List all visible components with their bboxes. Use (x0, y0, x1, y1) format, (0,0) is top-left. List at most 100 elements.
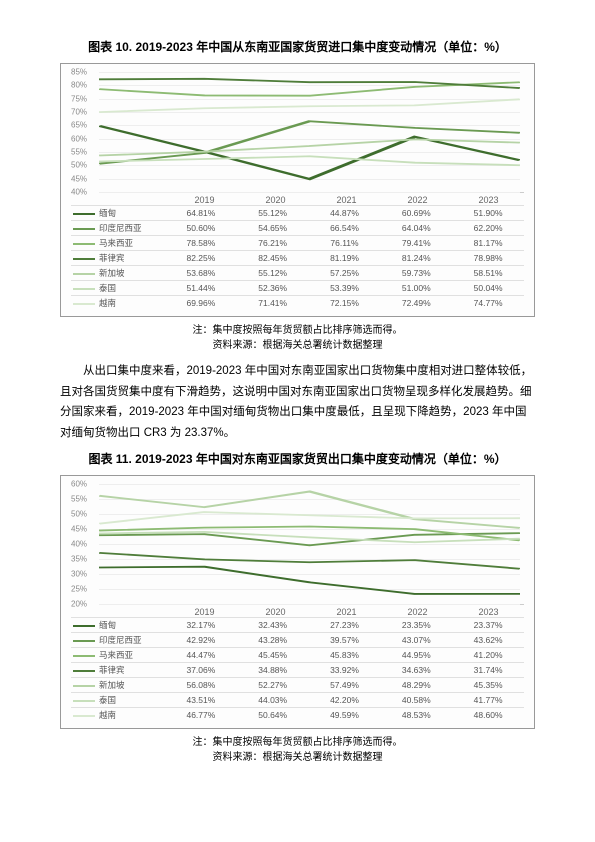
cell-value: 51.44% (165, 281, 237, 296)
cell-value: 34.63% (380, 662, 452, 677)
table-row: 缅甸32.17%32.43%27.23%23.35%23.37% (71, 617, 524, 632)
cell-value: 48.29% (380, 677, 452, 692)
cell-value: 64.81% (165, 206, 237, 221)
chart10-legend-table: 缅甸64.81%55.12%44.87%60.69%51.90% 印度尼西亚 50.… (71, 205, 524, 310)
y-tick-label: 50% (71, 161, 87, 170)
color-swatch (73, 685, 95, 687)
y-tick-label: 45% (71, 524, 87, 533)
cell-value: 55.12% (237, 206, 309, 221)
table-row: 马来西亚44.47%45.45%45.83%44.95%41.20% (71, 647, 524, 662)
x-tick-label: 2021 (311, 607, 382, 617)
cell-value: 59.73% (380, 266, 452, 281)
series-name: 菲律宾 (99, 253, 125, 263)
cell-value: 69.96% (165, 296, 237, 311)
cell-value: 55.12% (237, 266, 309, 281)
cell-value: 50.60% (165, 221, 237, 236)
table-row: 越南69.96%71.41%72.15%72.49%74.77% (71, 296, 524, 311)
cell-value: 79.41% (380, 236, 452, 251)
cell-value: 52.36% (237, 281, 309, 296)
line-series (99, 99, 520, 112)
series-name: 新加坡 (99, 680, 125, 690)
y-tick-label: 60% (71, 479, 87, 488)
color-swatch (73, 715, 95, 717)
color-swatch (73, 640, 95, 642)
cell-value: 58.51% (452, 266, 524, 281)
x-tick-label: 2021 (311, 195, 382, 205)
table-row: 印度尼西亚42.92%43.28%39.57%43.07%43.62% (71, 632, 524, 647)
table-row: 新加坡53.68%55.12%57.25%59.73%58.51% (71, 266, 524, 281)
cell-value: 53.39% (309, 281, 381, 296)
table-row: 新加坡56.08%52.27%57.49%48.29%45.35% (71, 677, 524, 692)
cell-value: 51.00% (380, 281, 452, 296)
cell-value: 53.68% (165, 266, 237, 281)
series-name: 印度尼西亚 (99, 223, 142, 233)
cell-value: 41.20% (452, 647, 524, 662)
chart11-plot: 20%25%30%35%40%45%50%55%60% (99, 484, 520, 604)
cell-value: 50.04% (452, 281, 524, 296)
cell-value: 27.23% (309, 617, 381, 632)
chart10-title: 图表 10. 2019-2023 年中国从东南亚国家货贸进口集中度变动情况（单位… (60, 38, 535, 55)
cell-value: 72.49% (380, 296, 452, 311)
cell-value: 46.77% (165, 707, 237, 722)
cell-value: 44.95% (380, 647, 452, 662)
body-paragraph: 从出口集中度来看，2019-2023 年中国对东南亚国家出口货物集中度相对进口整… (60, 361, 535, 444)
chart11-x-header: 20192020202120222023 (169, 604, 524, 617)
chart10-note: 注：集中度按照每年货贸额占比排序筛选而得。 (60, 321, 535, 336)
cell-value: 34.88% (237, 662, 309, 677)
chart10-x-header: 20192020202120222023 (169, 192, 524, 205)
color-swatch (73, 288, 95, 290)
cell-value: 23.37% (452, 617, 524, 632)
table-row: 菲律宾82.25%82.45%81.19%81.24%78.98% (71, 251, 524, 266)
chart10-source: 资料来源：根据海关总署统计数据整理 (60, 336, 535, 351)
y-tick-label: 60% (71, 134, 87, 143)
y-tick-label: 50% (71, 509, 87, 518)
color-swatch (73, 228, 95, 230)
cell-value: 48.60% (452, 707, 524, 722)
cell-value: 42.92% (165, 632, 237, 647)
cell-value: 44.47% (165, 647, 237, 662)
table-row: 菲律宾37.06%34.88%33.92%34.63%31.74% (71, 662, 524, 677)
cell-value: 81.17% (452, 236, 524, 251)
cell-value: 81.19% (309, 251, 381, 266)
cell-value: 45.35% (452, 677, 524, 692)
cell-value: 32.43% (237, 617, 309, 632)
cell-value: 66.54% (309, 221, 381, 236)
series-name: 越南 (99, 298, 116, 308)
table-row: 越南46.77%50.64%49.59%48.53%48.60% (71, 707, 524, 722)
line-series (99, 566, 520, 593)
y-tick-label: 45% (71, 174, 87, 183)
cell-value: 43.51% (165, 692, 237, 707)
series-name: 越南 (99, 710, 116, 720)
cell-value: 45.83% (309, 647, 381, 662)
x-tick-label: 2023 (453, 607, 524, 617)
y-tick-label: 85% (71, 68, 87, 77)
cell-value: 82.45% (237, 251, 309, 266)
cell-value: 37.06% (165, 662, 237, 677)
x-tick-label: 2022 (382, 607, 453, 617)
series-name: 新加坡 (99, 268, 125, 278)
cell-value: 78.98% (452, 251, 524, 266)
chart10-container: 40%45%50%55%60%65%70%75%80%85% 201920202… (60, 63, 535, 317)
table-row: 泰国43.51%44.03%42.20%40.58%41.77% (71, 692, 524, 707)
cell-value: 39.57% (309, 632, 381, 647)
cell-value: 51.90% (452, 206, 524, 221)
table-row: 泰国51.44%52.36%53.39%51.00%50.04% (71, 281, 524, 296)
series-name: 马来西亚 (99, 238, 133, 248)
cell-value: 52.27% (237, 677, 309, 692)
cell-value: 56.08% (165, 677, 237, 692)
color-swatch (73, 213, 95, 215)
cell-value: 81.24% (380, 251, 452, 266)
cell-value: 74.77% (452, 296, 524, 311)
cell-value: 78.58% (165, 236, 237, 251)
color-swatch (73, 625, 95, 627)
cell-value: 40.58% (380, 692, 452, 707)
table-row: 印度尼西亚50.60%54.65%66.54%64.04%62.20% (71, 221, 524, 236)
y-tick-label: 55% (71, 148, 87, 157)
cell-value: 44.87% (309, 206, 381, 221)
color-swatch (73, 258, 95, 260)
cell-value: 33.92% (309, 662, 381, 677)
y-tick-label: 75% (71, 94, 87, 103)
table-row: 缅甸64.81%55.12%44.87%60.69%51.90% (71, 206, 524, 221)
line-series (99, 526, 520, 540)
cell-value: 76.11% (309, 236, 381, 251)
